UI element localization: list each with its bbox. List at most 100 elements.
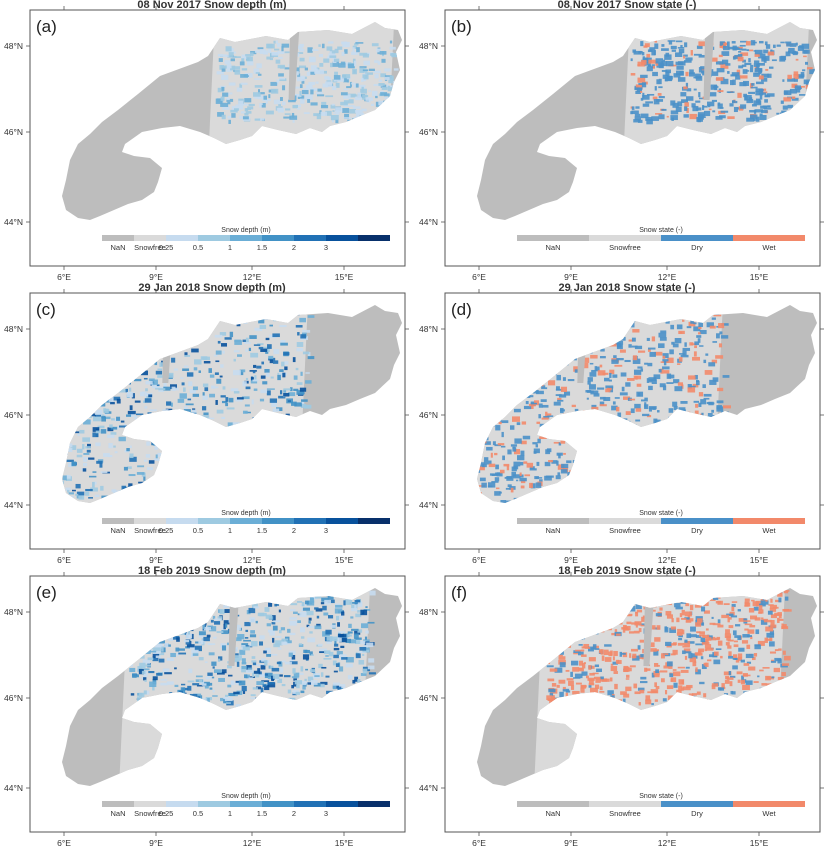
legend-swatch xyxy=(262,235,294,241)
lat-tick-label: 48°N xyxy=(419,41,438,51)
panel-title: 29 Jan 2018 Snow depth (m) xyxy=(138,283,286,294)
lon-tick-label: 6°E xyxy=(57,838,71,848)
map-panel-c: 29 Jan 2018 Snow depth (m) (c) 48°N 46°N 44°… xyxy=(0,283,415,566)
lat-tick-label: 46°N xyxy=(419,693,438,703)
legend-swatch xyxy=(294,235,326,241)
legend-swatch xyxy=(294,801,326,807)
lon-tick-label: 6°E xyxy=(472,272,486,282)
lon-tick-label: 12°E xyxy=(243,838,262,848)
legend-swatch xyxy=(262,801,294,807)
legend-title: Snow depth (m) xyxy=(221,227,270,234)
state-legend: Snow state (-) NaN Snowfree Dry Wet xyxy=(517,510,805,535)
panel-title: 08 Nov 2017 Snow depth (m) xyxy=(137,0,286,11)
map-panel-e: 18 Feb 2019 Snow depth (m) (e) 48°N 46°N 44°… xyxy=(0,566,415,849)
legend-label: 1 xyxy=(228,526,232,535)
legend-swatch xyxy=(733,518,805,524)
panel-letter: (a) xyxy=(36,17,57,36)
lat-tick-label: 44°N xyxy=(4,500,23,510)
legend-swatch xyxy=(733,801,805,807)
lat-tick-label: 48°N xyxy=(4,607,23,617)
map-panel-f: 18 Feb 2019 Snow state (-) (f) 48°N 46°N 44°… xyxy=(415,566,830,849)
legend-label: Wet xyxy=(762,809,776,818)
lat-tick-label: 44°N xyxy=(419,217,438,227)
lon-tick-label: 9°E xyxy=(149,272,163,282)
legend-swatch xyxy=(102,801,134,807)
lon-tick-label: 15°E xyxy=(750,272,769,282)
lon-tick-label: 12°E xyxy=(243,555,262,565)
legend-label: 0.5 xyxy=(193,809,203,818)
panel-title: 18 Feb 2019 Snow depth (m) xyxy=(138,566,286,577)
panel-title: 18 Feb 2019 Snow state (-) xyxy=(558,566,696,577)
legend-swatch xyxy=(230,518,262,524)
legend-swatch xyxy=(166,801,198,807)
legend-swatch xyxy=(661,801,733,807)
legend-swatch xyxy=(326,518,358,524)
legend-label: NaN xyxy=(110,526,125,535)
legend-swatch xyxy=(230,801,262,807)
legend-swatch xyxy=(230,235,262,241)
lat-tick-label: 48°N xyxy=(419,324,438,334)
lon-tick-label: 15°E xyxy=(335,838,354,848)
legend-label: Snowfree xyxy=(134,809,166,818)
lat-tick-label: 46°N xyxy=(419,127,438,137)
panel-letter: (f) xyxy=(451,583,467,602)
legend-swatch xyxy=(102,235,134,241)
legend-label: Wet xyxy=(762,526,776,535)
state-legend: Snow state (-) NaN Snowfree Dry Wet xyxy=(517,227,805,252)
lon-tick-label: 12°E xyxy=(243,272,262,282)
legend-swatch xyxy=(198,235,230,241)
map-panel-d: 29 Jan 2018 Snow state (-) (d) 48°N 46°N 44°… xyxy=(415,283,830,566)
state-legend: Snow state (-) NaN Snowfree Dry Wet xyxy=(517,793,805,818)
legend-label: 0.5 xyxy=(193,526,203,535)
lat-tick-label: 44°N xyxy=(4,217,23,227)
legend-title: Snow depth (m) xyxy=(221,793,270,800)
legend-swatch xyxy=(102,518,134,524)
legend-swatch xyxy=(661,235,733,241)
legend-swatch xyxy=(294,518,326,524)
legend-label: Snowfree xyxy=(134,243,166,252)
legend-swatch xyxy=(166,518,198,524)
legend-title: Snow state (-) xyxy=(639,227,683,234)
legend-label: 2 xyxy=(292,526,296,535)
legend-swatch xyxy=(198,801,230,807)
legend-swatch xyxy=(326,801,358,807)
legend-swatch xyxy=(661,518,733,524)
legend-label: NaN xyxy=(545,526,560,535)
lat-tick-label: 48°N xyxy=(419,607,438,617)
panel-letter: (b) xyxy=(451,17,472,36)
legend-swatch xyxy=(358,801,390,807)
legend-label: Snowfree xyxy=(134,526,166,535)
lat-tick-label: 48°N xyxy=(4,41,23,51)
lon-tick-label: 6°E xyxy=(472,838,486,848)
lon-tick-label: 12°E xyxy=(658,555,677,565)
legend-title: Snow state (-) xyxy=(639,510,683,517)
lat-tick-label: 46°N xyxy=(4,127,23,137)
legend-label: 3 xyxy=(324,809,328,818)
legend-swatch xyxy=(134,801,166,807)
legend-swatch xyxy=(589,801,661,807)
legend-label: Snowfree xyxy=(609,243,641,252)
legend-swatch xyxy=(134,518,166,524)
legend-label: 0.25 xyxy=(159,243,174,252)
lon-tick-label: 15°E xyxy=(335,272,354,282)
lat-tick-label: 46°N xyxy=(419,410,438,420)
map-panel-b: 08 Nov 2017 Snow state (-) (b) 48°N 46°N 44°… xyxy=(415,0,830,283)
legend-title: Snow depth (m) xyxy=(221,510,270,517)
lon-tick-label: 15°E xyxy=(750,555,769,565)
legend-label: 0.5 xyxy=(193,243,203,252)
legend-swatch xyxy=(358,235,390,241)
legend-label: Dry xyxy=(691,526,703,535)
legend-swatch xyxy=(358,518,390,524)
legend-label: 3 xyxy=(324,526,328,535)
legend-label: 1.5 xyxy=(257,243,267,252)
legend-swatch xyxy=(589,235,661,241)
lon-tick-label: 9°E xyxy=(564,838,578,848)
legend-label: Snowfree xyxy=(609,526,641,535)
legend-label: 1 xyxy=(228,809,232,818)
legend-swatch xyxy=(262,518,294,524)
legend-label: Dry xyxy=(691,243,703,252)
panel-letter: (e) xyxy=(36,583,57,602)
legend-swatch xyxy=(326,235,358,241)
